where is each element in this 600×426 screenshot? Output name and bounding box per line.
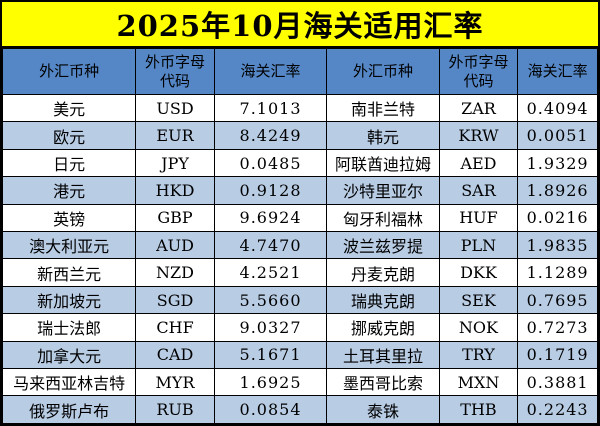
currency-name-cell: 日元: [2, 148, 137, 178]
customs-rate-cell: 0.4094: [517, 93, 598, 123]
table-row: 美元 USD 7.1013 南非兰特 ZAR 0.4094: [2, 93, 598, 123]
customs-rate-cell: 5.1671: [213, 340, 328, 370]
column-header-code-right: 外币字母代码: [438, 48, 519, 95]
page-title: 2025年10月海关适用汇率: [2, 2, 598, 48]
currency-code-cell: PLN: [438, 231, 519, 260]
table-header: 外汇币种 外币字母代码 海关汇率 外汇币种 外币字母代码 海关汇率: [2, 48, 598, 95]
exchange-rate-table: 外汇币种 外币字母代码 海关汇率 外汇币种 外币字母代码 海关汇率 美元 USD 7…: [2, 48, 598, 424]
table-row: 日元 JPY 0.0485 阿联酋迪拉姆 AED 1.9329: [2, 148, 598, 178]
customs-rate-cell: 1.9329: [517, 148, 598, 178]
currency-name-cell: 挪威克朗: [326, 313, 440, 342]
currency-code-cell: AUD: [135, 231, 215, 260]
table-row: 欧元 EUR 8.4249 韩元 KRW 0.0051: [2, 121, 598, 150]
currency-code-cell: JPY: [135, 148, 215, 178]
customs-rate-cell: 8.4249: [213, 121, 328, 150]
currency-code-cell: EUR: [135, 121, 215, 150]
customs-rate-cell: 5.5660: [213, 285, 328, 315]
currency-name-cell: 匈牙利福林: [326, 203, 440, 233]
currency-name-cell: 丹麦克朗: [326, 258, 440, 287]
customs-rate-cell: 1.6925: [213, 368, 328, 397]
currency-code-cell: SGD: [135, 285, 215, 315]
currency-name-cell: 英镑: [2, 203, 137, 233]
customs-rate-cell: 0.1719: [517, 340, 598, 370]
table-row: 瑞士法郎 CHF 9.0327 挪威克朗 NOK 0.7273: [2, 313, 598, 342]
customs-rate-cell: 4.7470: [213, 231, 328, 260]
currency-code-cell: CAD: [135, 340, 215, 370]
customs-rate-cell: 9.6924: [213, 203, 328, 233]
currency-code-cell: GBP: [135, 203, 215, 233]
table-row: 加拿大元 CAD 5.1671 土耳其里拉 TRY 0.1719: [2, 340, 598, 370]
currency-name-cell: 俄罗斯卢布: [2, 395, 137, 424]
table-row: 马来西亚林吉特 MYR 1.6925 墨西哥比索 MXN 0.3881: [2, 368, 598, 397]
currency-name-cell: 泰铢: [326, 395, 440, 424]
customs-rate-cell: 0.3881: [517, 368, 598, 397]
currency-code-cell: NOK: [438, 313, 519, 342]
currency-code-cell: TRY: [438, 340, 519, 370]
currency-name-cell: 马来西亚林吉特: [2, 368, 137, 397]
customs-rate-cell: 0.0485: [213, 148, 328, 178]
table-body: 美元 USD 7.1013 南非兰特 ZAR 0.4094 欧元 EUR 8.4249 韩元 KRW…: [2, 93, 598, 424]
currency-name-cell: 瑞士法郎: [2, 313, 137, 342]
currency-code-cell: SEK: [438, 285, 519, 315]
column-header-currency-right: 外汇币种: [326, 48, 440, 95]
currency-code-cell: RUB: [135, 395, 215, 424]
currency-code-cell: SAR: [438, 176, 519, 205]
currency-code-cell: KRW: [438, 121, 519, 150]
header-row: 外汇币种 外币字母代码 海关汇率 外汇币种 外币字母代码 海关汇率: [2, 48, 598, 95]
customs-rate-cell: 1.9835: [517, 231, 598, 260]
column-header-currency-left: 外汇币种: [2, 48, 137, 95]
column-header-rate-left: 海关汇率: [213, 48, 328, 95]
currency-name-cell: 土耳其里拉: [326, 340, 440, 370]
currency-code-cell: USD: [135, 93, 215, 123]
currency-name-cell: 澳大利亚元: [2, 231, 137, 260]
currency-code-cell: DKK: [438, 258, 519, 287]
table-row: 新西兰元 NZD 4.2521 丹麦克朗 DKK 1.1289: [2, 258, 598, 287]
currency-code-cell: AED: [438, 148, 519, 178]
table-row: 俄罗斯卢布 RUB 0.0854 泰铢 THB 0.2243: [2, 395, 598, 424]
currency-code-cell: THB: [438, 395, 519, 424]
column-header-rate-right: 海关汇率: [517, 48, 598, 95]
currency-name-cell: 波兰兹罗提: [326, 231, 440, 260]
customs-rate-cell: 7.1013: [213, 93, 328, 123]
currency-name-cell: 新西兰元: [2, 258, 137, 287]
customs-rate-cell: 1.8926: [517, 176, 598, 205]
currency-name-cell: 欧元: [2, 121, 137, 150]
currency-name-cell: 美元: [2, 93, 137, 123]
customs-rate-cell: 0.0854: [213, 395, 328, 424]
customs-rate-cell: 0.9128: [213, 176, 328, 205]
currency-name-cell: 沙特里亚尔: [326, 176, 440, 205]
currency-code-cell: NZD: [135, 258, 215, 287]
currency-name-cell: 南非兰特: [326, 93, 440, 123]
customs-rate-cell: 0.0216: [517, 203, 598, 233]
customs-rate-cell: 0.7695: [517, 285, 598, 315]
table-row: 英镑 GBP 9.6924 匈牙利福林 HUF 0.0216: [2, 203, 598, 233]
customs-rate-cell: 0.7273: [517, 313, 598, 342]
customs-rate-cell: 9.0327: [213, 313, 328, 342]
currency-name-cell: 韩元: [326, 121, 440, 150]
currency-code-cell: MYR: [135, 368, 215, 397]
table-row: 港元 HKD 0.9128 沙特里亚尔 SAR 1.8926: [2, 176, 598, 205]
currency-code-cell: CHF: [135, 313, 215, 342]
currency-code-cell: HKD: [135, 176, 215, 205]
column-header-code-left: 外币字母代码: [135, 48, 215, 95]
customs-rate-cell: 0.2243: [517, 395, 598, 424]
customs-rate-cell: 0.0051: [517, 121, 598, 150]
currency-name-cell: 墨西哥比索: [326, 368, 440, 397]
customs-rate-cell: 4.2521: [213, 258, 328, 287]
table-row: 澳大利亚元 AUD 4.7470 波兰兹罗提 PLN 1.9835: [2, 231, 598, 260]
currency-name-cell: 加拿大元: [2, 340, 137, 370]
currency-name-cell: 瑞典克朗: [326, 285, 440, 315]
currency-code-cell: HUF: [438, 203, 519, 233]
currency-name-cell: 港元: [2, 176, 137, 205]
table-row: 新加坡元 SGD 5.5660 瑞典克朗 SEK 0.7695: [2, 285, 598, 315]
currency-code-cell: ZAR: [438, 93, 519, 123]
currency-name-cell: 阿联酋迪拉姆: [326, 148, 440, 178]
customs-rate-cell: 1.1289: [517, 258, 598, 287]
currency-name-cell: 新加坡元: [2, 285, 137, 315]
currency-code-cell: MXN: [438, 368, 519, 397]
